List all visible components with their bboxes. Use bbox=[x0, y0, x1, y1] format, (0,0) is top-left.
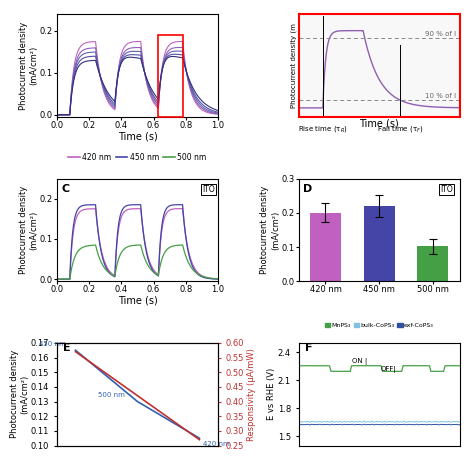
500 nm bbox=[123, 245, 128, 251]
500 nm bbox=[116, 256, 121, 262]
Line: 450 nm: 450 nm bbox=[57, 205, 218, 279]
Line: 500 nm: 500 nm bbox=[57, 245, 218, 279]
450 nm bbox=[195, 271, 201, 277]
500 nm bbox=[82, 244, 88, 249]
500 nm bbox=[180, 242, 185, 248]
500 nm bbox=[73, 253, 78, 259]
Text: D: D bbox=[303, 184, 313, 194]
450 nm bbox=[123, 203, 128, 209]
450 nm bbox=[215, 276, 221, 282]
Bar bbox=[364, 206, 395, 281]
420 nm bbox=[54, 276, 60, 282]
420 nm bbox=[123, 208, 128, 213]
Text: ON |: ON | bbox=[352, 358, 367, 365]
420 nm bbox=[73, 219, 78, 225]
X-axis label: Time (s): Time (s) bbox=[118, 131, 157, 141]
Y-axis label: Photocurrent density
(mA/cm²): Photocurrent density (mA/cm²) bbox=[10, 350, 29, 438]
420 nm bbox=[82, 207, 88, 212]
Text: 90 % of I: 90 % of I bbox=[426, 31, 456, 37]
Y-axis label: Photocurrent density
(mA/cm²): Photocurrent density (mA/cm²) bbox=[19, 21, 38, 109]
420 nm bbox=[178, 206, 183, 211]
450 nm bbox=[54, 276, 60, 282]
Bar bbox=[310, 213, 341, 281]
450 nm bbox=[212, 276, 218, 282]
450 nm bbox=[116, 221, 121, 227]
Text: C: C bbox=[62, 184, 70, 194]
Line: 420 nm: 420 nm bbox=[57, 209, 218, 279]
500 nm bbox=[54, 276, 60, 282]
500 nm bbox=[195, 271, 201, 277]
Text: 500 nm: 500 nm bbox=[98, 392, 125, 398]
450 nm bbox=[178, 202, 184, 208]
Text: 450 nm: 450 nm bbox=[39, 341, 66, 347]
Text: OFF|: OFF| bbox=[381, 366, 397, 374]
Text: ITO: ITO bbox=[440, 185, 453, 194]
Bar bbox=[158, 35, 182, 117]
500 nm bbox=[215, 276, 221, 282]
Text: 420 nm: 420 nm bbox=[202, 440, 229, 447]
Y-axis label: Photocurrent density
(mA/cm²): Photocurrent density (mA/cm²) bbox=[19, 186, 38, 274]
X-axis label: Time (s): Time (s) bbox=[118, 296, 157, 306]
Text: Fall time (τ$_F$): Fall time (τ$_F$) bbox=[377, 124, 424, 134]
Bar bbox=[417, 246, 448, 281]
450 nm bbox=[73, 213, 78, 219]
420 nm bbox=[195, 270, 201, 275]
Text: F: F bbox=[305, 343, 312, 353]
420 nm bbox=[116, 226, 121, 231]
420 nm bbox=[215, 276, 221, 282]
Text: Rise time (τ$_R$): Rise time (τ$_R$) bbox=[298, 124, 348, 134]
X-axis label: Time (s): Time (s) bbox=[359, 118, 399, 128]
500 nm bbox=[212, 276, 218, 282]
420 nm bbox=[212, 276, 218, 282]
Y-axis label: Photocurrent density
(mA/cm²): Photocurrent density (mA/cm²) bbox=[260, 186, 280, 274]
Y-axis label: E vs RHE (V): E vs RHE (V) bbox=[267, 368, 276, 420]
Y-axis label: Photocurrent density (m: Photocurrent density (m bbox=[291, 23, 297, 108]
Text: ITO: ITO bbox=[202, 185, 215, 194]
450 nm bbox=[82, 202, 88, 208]
Legend: MnPS₃, bulk-CoPS₃, exf-CoPS₃: MnPS₃, bulk-CoPS₃, exf-CoPS₃ bbox=[322, 320, 436, 331]
Legend: 420 nm, 450 nm, 500 nm: 420 nm, 450 nm, 500 nm bbox=[65, 149, 210, 164]
Text: E: E bbox=[64, 343, 71, 353]
Text: 10 % of I: 10 % of I bbox=[426, 93, 456, 99]
Y-axis label: Responsivity (μA/mW): Responsivity (μA/mW) bbox=[247, 348, 256, 441]
